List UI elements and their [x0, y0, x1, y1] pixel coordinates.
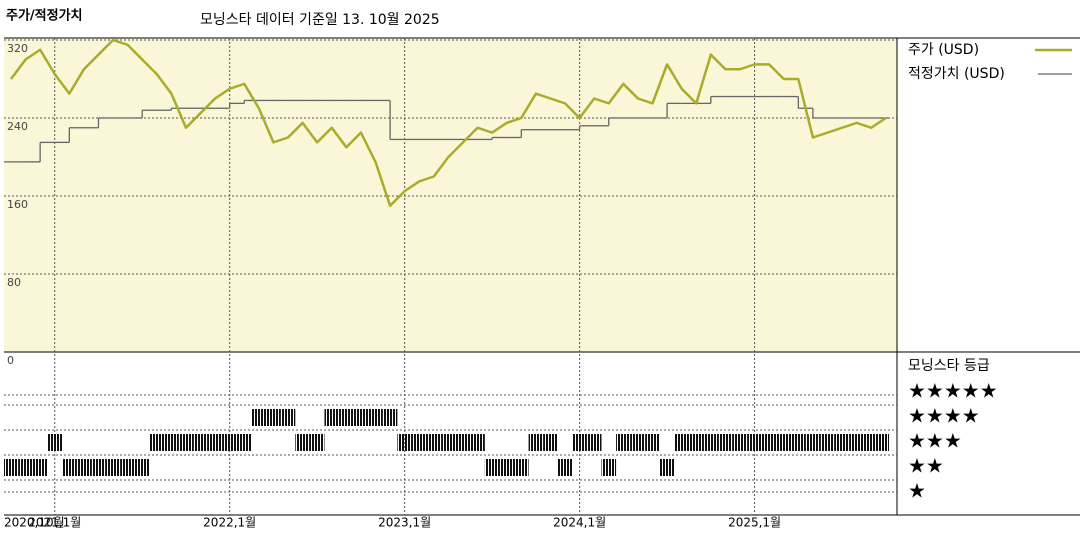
rating-bar	[368, 409, 383, 426]
rating-bar	[718, 434, 733, 451]
rating-bar	[849, 434, 864, 451]
price-panel	[4, 38, 897, 352]
rating-bar	[834, 434, 850, 451]
rating-bar	[266, 409, 281, 426]
rating-legend: ★★★	[908, 429, 962, 453]
rating-bar	[178, 434, 194, 451]
rating-bar	[674, 434, 689, 451]
rating-bar	[207, 434, 223, 451]
rating-bar	[309, 434, 325, 451]
rating-bar	[630, 434, 646, 451]
rating-bar	[616, 434, 631, 451]
rating-bar	[382, 409, 398, 426]
rating-bar	[426, 434, 442, 451]
rating-bar	[76, 459, 92, 476]
x-tick-label: 2025,1월	[728, 516, 781, 530]
rating-legend: ★★	[908, 454, 944, 478]
rating-legend: ★★★★	[908, 404, 980, 428]
rating-bar	[732, 434, 748, 451]
legend-label: 주가 (USD)	[908, 42, 979, 58]
y-tick-label: 80	[7, 276, 21, 289]
x-tick-label: 2024,1월	[553, 516, 606, 530]
rating-bar	[91, 459, 106, 476]
chart-subtitle: 모닝스타 데이터 기준일 13. 10월 2025	[200, 12, 440, 28]
rating-bar	[149, 434, 165, 451]
rating-bar	[470, 434, 485, 451]
rating-bar	[4, 459, 19, 476]
rating-legend: ★★★★★	[908, 379, 998, 403]
rating-bar	[295, 434, 310, 451]
x-tick-label: 2022,1월	[203, 516, 256, 530]
rating-bar	[134, 459, 150, 476]
rating-bar	[776, 434, 792, 451]
rating-bar	[820, 434, 835, 451]
rating-title: 모닝스타 등급	[908, 358, 990, 374]
rating-bar	[280, 409, 296, 426]
rating-bar	[105, 459, 121, 476]
chart-title: 주가/적정가치	[6, 8, 83, 24]
rating-bar	[120, 459, 135, 476]
rating-bar	[164, 434, 179, 451]
rating-bar	[805, 434, 821, 451]
rating-bar	[222, 434, 237, 451]
y-tick-label: 240	[7, 120, 28, 133]
rating-bar	[543, 434, 558, 451]
rating-bar	[688, 434, 704, 451]
rating-bar	[703, 434, 719, 451]
rating-bar	[601, 459, 617, 476]
rating-bar	[863, 434, 879, 451]
rating-bar	[791, 434, 806, 451]
rating-bar	[878, 434, 889, 451]
rating-bar	[747, 434, 762, 451]
x-tick-label: 2021,1월	[28, 516, 81, 530]
rating-bar	[659, 459, 675, 476]
rating-bar	[484, 459, 500, 476]
rating-bar	[339, 409, 354, 426]
rating-bar	[32, 459, 48, 476]
rating-bar	[18, 459, 33, 476]
x-tick-label: 2023,1월	[378, 516, 431, 530]
y-tick-label: 160	[7, 198, 28, 211]
x-tick-label: 2020,10월	[4, 516, 65, 530]
rating-bar	[455, 434, 471, 451]
rating-legend: ★	[908, 479, 926, 503]
rating-bar	[514, 459, 529, 476]
rating-bar	[251, 409, 267, 426]
rating-bar	[586, 434, 602, 451]
rating-bar	[761, 434, 777, 451]
rating-bar	[397, 434, 412, 451]
rating-bar	[353, 409, 369, 426]
rating-bar	[499, 459, 515, 476]
rating-bar	[236, 434, 252, 451]
rating-bar	[62, 459, 77, 476]
legend-label: 적정가치 (USD)	[908, 66, 1005, 82]
rating-bar	[47, 434, 63, 451]
rating-bar	[193, 434, 208, 451]
y-tick-label: 320	[7, 42, 28, 55]
rating-bar	[411, 434, 427, 451]
rating-bar	[572, 434, 587, 451]
rating-bar	[528, 434, 544, 451]
rating-bar	[645, 434, 660, 451]
price-line	[9, 38, 887, 207]
rating-bar	[324, 409, 340, 426]
rating-bar	[557, 459, 573, 476]
rating-bar	[441, 434, 456, 451]
y-tick-label: 0	[7, 354, 14, 367]
